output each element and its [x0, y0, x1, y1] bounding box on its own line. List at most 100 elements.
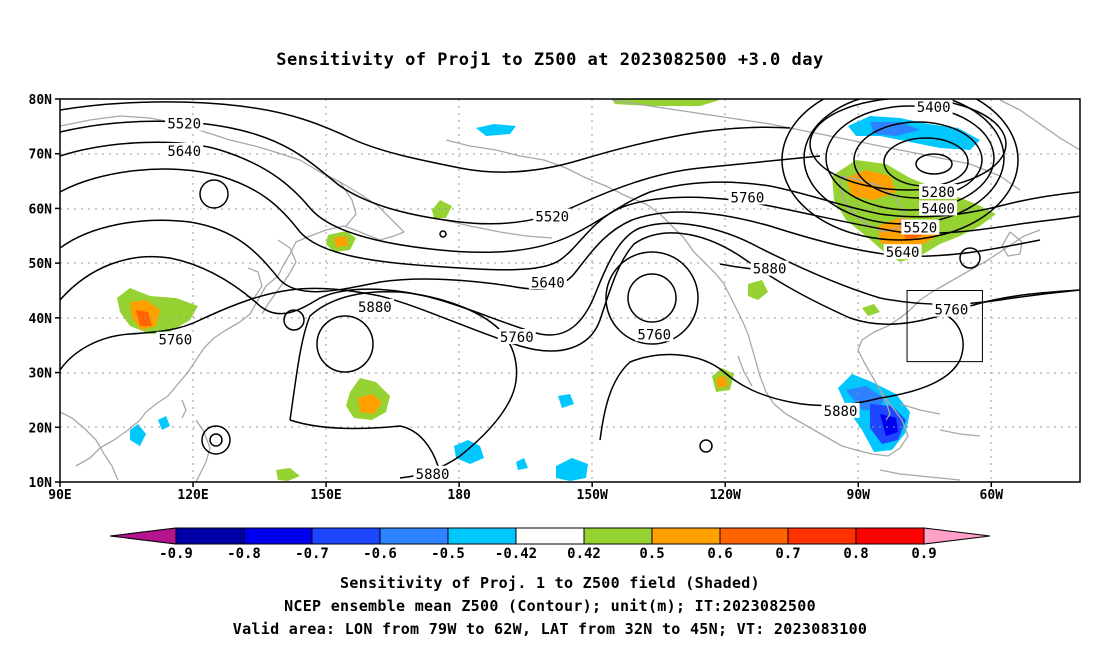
lat-label: 60N [29, 202, 53, 217]
contour-value: 5520 [903, 221, 937, 237]
coastline-alaska [445, 139, 753, 349]
contour-label: 5880 [750, 260, 789, 278]
coastline-philippines [195, 419, 211, 482]
coastline-east-america [855, 229, 1041, 457]
colorbar-segment [787, 527, 857, 545]
contour-label: 5880 [821, 402, 860, 420]
colorbar-segment [175, 527, 245, 545]
lat-label: 20N [29, 421, 53, 436]
colorbar-level: -0.8 [227, 546, 261, 562]
lon-label: 150W [577, 488, 608, 503]
coastline-asia-north [60, 115, 405, 233]
contour-value: 5760 [935, 303, 969, 319]
shade-positive [432, 200, 452, 218]
contour-label: 5400 [914, 99, 953, 116]
coastline-florida [879, 389, 891, 421]
lon-label: 180 [447, 488, 471, 503]
contour-value: 5760 [500, 330, 534, 346]
contour-label: 5640 [165, 142, 204, 160]
contour-label: 5760 [728, 189, 767, 206]
lat-label: 70N [29, 148, 53, 163]
lat-label: 50N [29, 257, 53, 272]
contour-closed [439, 230, 447, 238]
shade-negative [516, 458, 528, 470]
lon-label: 90E [48, 488, 71, 503]
coastline-arctic-canada [611, 99, 1021, 191]
contour-label: 5280 [919, 184, 958, 201]
shade-positive-strong [334, 236, 348, 247]
contour-closed [209, 433, 223, 447]
coastline-korea [245, 267, 263, 299]
contour-closed [627, 273, 677, 323]
contour-value: 5880 [416, 467, 450, 483]
contour-label: 5400 [919, 200, 958, 217]
contour-line [289, 290, 518, 479]
coastline-taiwan [181, 399, 187, 419]
colorbar-level: 0.7 [775, 546, 800, 562]
contour-label: 5760 [497, 329, 536, 346]
contour-low [781, 99, 1019, 241]
shade-positive [748, 280, 768, 300]
colorbar-segment [379, 527, 449, 545]
coastline-south-america [879, 469, 961, 481]
valid-area-box [906, 290, 983, 363]
contour-value: 5760 [158, 333, 192, 349]
contour-label: 5760 [932, 301, 971, 319]
contour-label: 5640 [883, 244, 922, 261]
colorbar-level: 0.5 [639, 546, 664, 562]
coastline-west-america [751, 347, 857, 451]
contour-value: 5880 [824, 404, 858, 420]
longitude-labels: 90E 120E 150E 180 150W 120W 90W 60W [48, 482, 1003, 503]
lat-label: 10N [29, 476, 53, 491]
colorbar-level: 0.6 [707, 546, 732, 562]
contour-line [599, 353, 881, 441]
contour-line [289, 419, 439, 467]
contour-low [825, 105, 995, 211]
caption-shaded: Sensitivity of Proj. 1 to Z500 field (Sh… [340, 574, 760, 592]
shade-negative [454, 440, 484, 464]
contour-label: 5880 [413, 465, 452, 483]
contour-line [60, 101, 791, 173]
contour-value: 5760 [637, 327, 671, 343]
lon-label: 120E [177, 488, 208, 503]
contour-value: 5400 [921, 201, 955, 217]
sensitivity-shading [117, 99, 996, 481]
shade-negative [130, 424, 146, 446]
coastline-asia-east [75, 225, 405, 467]
contour-value: 5880 [753, 262, 787, 278]
colorbar-level: -0.7 [295, 546, 329, 562]
colorbar: -0.9 -0.8 -0.7 -0.6 -0.5 -0.42 0.42 0.5 0.6 0.7 0.… [109, 527, 991, 562]
contour-value: 5400 [917, 100, 951, 116]
latitude-labels: 80N 70N 60N 50N 40N 30N 20N 10N [29, 93, 60, 491]
contour-closed [959, 247, 981, 269]
shade-negative [476, 124, 516, 136]
contour-line [60, 287, 381, 371]
contour-closed [201, 425, 231, 455]
contour-value: 5520 [167, 117, 201, 133]
coastline-aleutians [443, 219, 553, 239]
colorbar-level: -0.5 [431, 546, 465, 562]
contour-closed [199, 179, 229, 209]
contour-closed [283, 309, 305, 331]
lon-label: 90W [847, 488, 871, 503]
contour-low [809, 99, 1007, 191]
colorbar-extend-min [109, 527, 177, 545]
contour-label: 5520 [533, 208, 572, 226]
coastline-caribbean [939, 429, 981, 437]
coastline-greenland [999, 99, 1080, 151]
contour-closed [699, 439, 713, 453]
lat-label: 30N [29, 367, 53, 382]
colorbar-segment [651, 527, 721, 545]
shade-negative [558, 394, 574, 408]
shade-positive [276, 468, 300, 481]
coastline-cuba [899, 403, 941, 415]
coastlines [60, 99, 1080, 482]
caption-valid-area: Valid area: LON from 79W to 62W, LAT fro… [232, 620, 868, 638]
contour-line [879, 311, 964, 399]
coastline-newfoundland [1001, 231, 1023, 257]
contour-label: 5760 [635, 326, 674, 343]
contour-low [915, 153, 953, 175]
contour-label: 5760 [156, 331, 195, 349]
contour-labels: 5520 5640 5520 5640 5880 5760 5760 5760 5760 5880… [156, 99, 971, 483]
colorbar-level: 0.8 [843, 546, 868, 562]
